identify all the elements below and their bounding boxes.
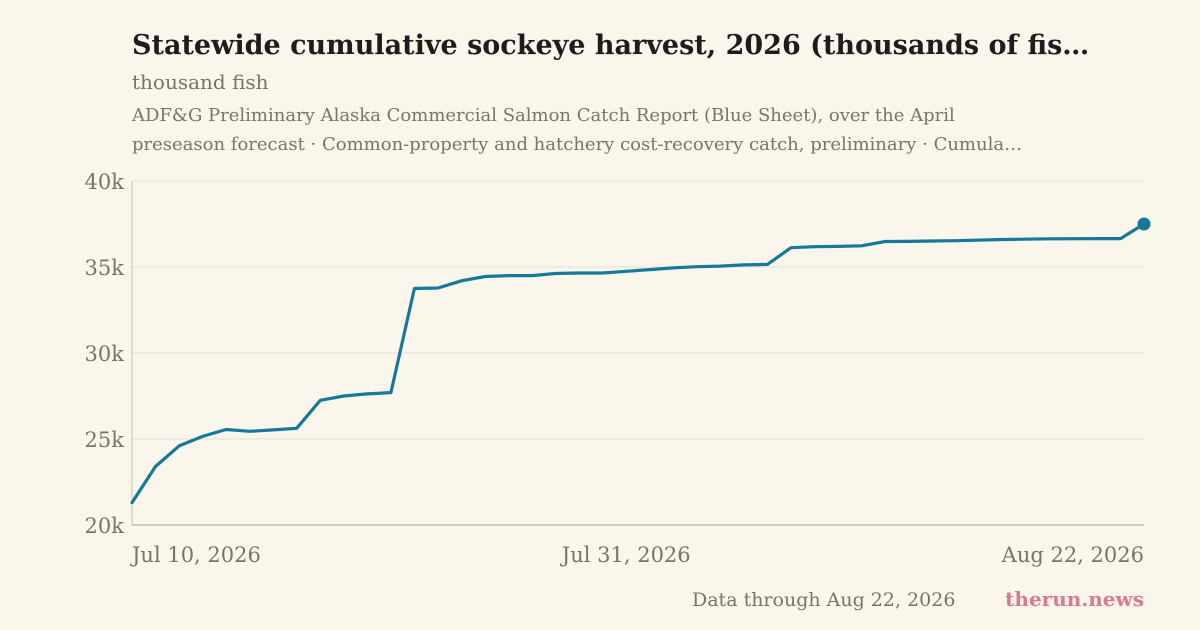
x-tick-label: Aug 22, 2026 [1001,543,1144,567]
y-tick-label: 25k [85,428,125,452]
axes [131,181,1144,526]
data-through-note: Data through Aug 22, 2026 [692,589,956,611]
x-tick-label: Jul 31, 2026 [560,543,691,567]
y-tick-label: 35k [85,256,125,280]
series-line [130,222,1146,505]
y-tick-label: 40k [85,170,125,194]
source-line-1: ADF&G Preliminary Alaska Commercial Salm… [132,105,955,126]
source-line-2: preseason forecast · Common-property and… [132,134,1023,155]
x-tick-label: Jul 10, 2026 [130,543,261,567]
chart-title: Statewide cumulative sockeye harvest, 20… [132,30,1090,61]
brand-link[interactable]: therun.news [1005,587,1144,611]
series [130,217,1151,505]
source-note: ADF&G Preliminary Alaska Commercial Salm… [132,101,1122,159]
gridlines [132,180,1144,440]
tick-labels: 20k 25k 30k 35k 40k Jul 10, 2026 Jul 31, 2026 A… [85,170,1144,567]
end-point-marker [1137,217,1151,231]
y-tick-label: 20k [85,514,125,538]
chart-subtitle: thousand fish [132,70,269,94]
y-tick-label: 30k [85,342,125,366]
